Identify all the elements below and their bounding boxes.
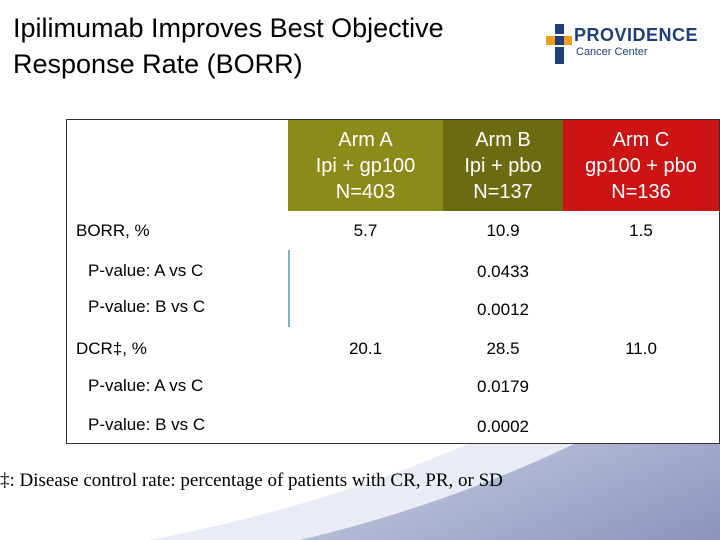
arm-a-name: Arm A — [338, 128, 393, 151]
logo-name: PROVIDENCE — [574, 25, 699, 45]
dcr-arm-a: 20.1 — [348, 339, 383, 358]
header-arm-a: Arm A Ipi + gp100 N=403 — [288, 120, 443, 211]
arm-b-treatment: Ipi + pbo — [464, 154, 542, 177]
arm-c-name: Arm C — [612, 128, 670, 151]
borr-label: BORR, % — [76, 221, 150, 240]
page-title: Ipilimumab Improves Best Objective Respo… — [13, 13, 444, 79]
dcr-pvalue-bc-label: P-value: B vs C — [88, 415, 206, 434]
column-divider — [288, 250, 290, 327]
dcr-pvalue-ac: 0.0179 — [477, 377, 529, 396]
arm-b-name: Arm B — [475, 128, 531, 151]
dcr-label: DCR‡, % — [76, 339, 147, 358]
borr-pvalue-bc: 0.0012 — [477, 300, 529, 319]
cross-logo-icon — [546, 24, 572, 64]
borr-pvalue-bc-label: P-value: B vs C — [88, 297, 206, 316]
arm-a-n: N=403 — [335, 180, 396, 203]
results-table: Arm A Ipi + gp100 N=403 Arm B Ipi + pbo … — [66, 119, 720, 444]
arm-c-n: N=136 — [611, 180, 671, 203]
dcr-pvalue-bc: 0.0002 — [477, 417, 529, 436]
borr-arm-c: 1.5 — [629, 221, 653, 240]
borr-arm-a: 5.7 — [353, 221, 378, 240]
dcr-arm-b: 28.5 — [486, 339, 520, 358]
arm-a-treatment: Ipi + gp100 — [315, 154, 416, 177]
borr-pvalue-ac: 0.0433 — [477, 262, 529, 281]
arm-c-treatment: gp100 + pbo — [585, 154, 697, 177]
borr-arm-b: 10.9 — [486, 221, 520, 240]
arm-b-n: N=137 — [473, 180, 533, 203]
header-arm-c: Arm C gp100 + pbo N=136 — [563, 120, 719, 211]
borr-pvalue-ac-label: P-value: A vs C — [88, 261, 204, 280]
header-arm-b: Arm B Ipi + pbo N=137 — [443, 120, 563, 211]
logo-subtitle: Cancer Center — [576, 46, 648, 58]
footnote: ‡: Disease control rate: percentage of p… — [0, 470, 503, 491]
dcr-arm-c: 11.0 — [625, 339, 657, 358]
providence-logo: PROVIDENCE Cancer Center — [546, 22, 716, 66]
dcr-pvalue-ac-label: P-value: A vs C — [88, 376, 204, 395]
